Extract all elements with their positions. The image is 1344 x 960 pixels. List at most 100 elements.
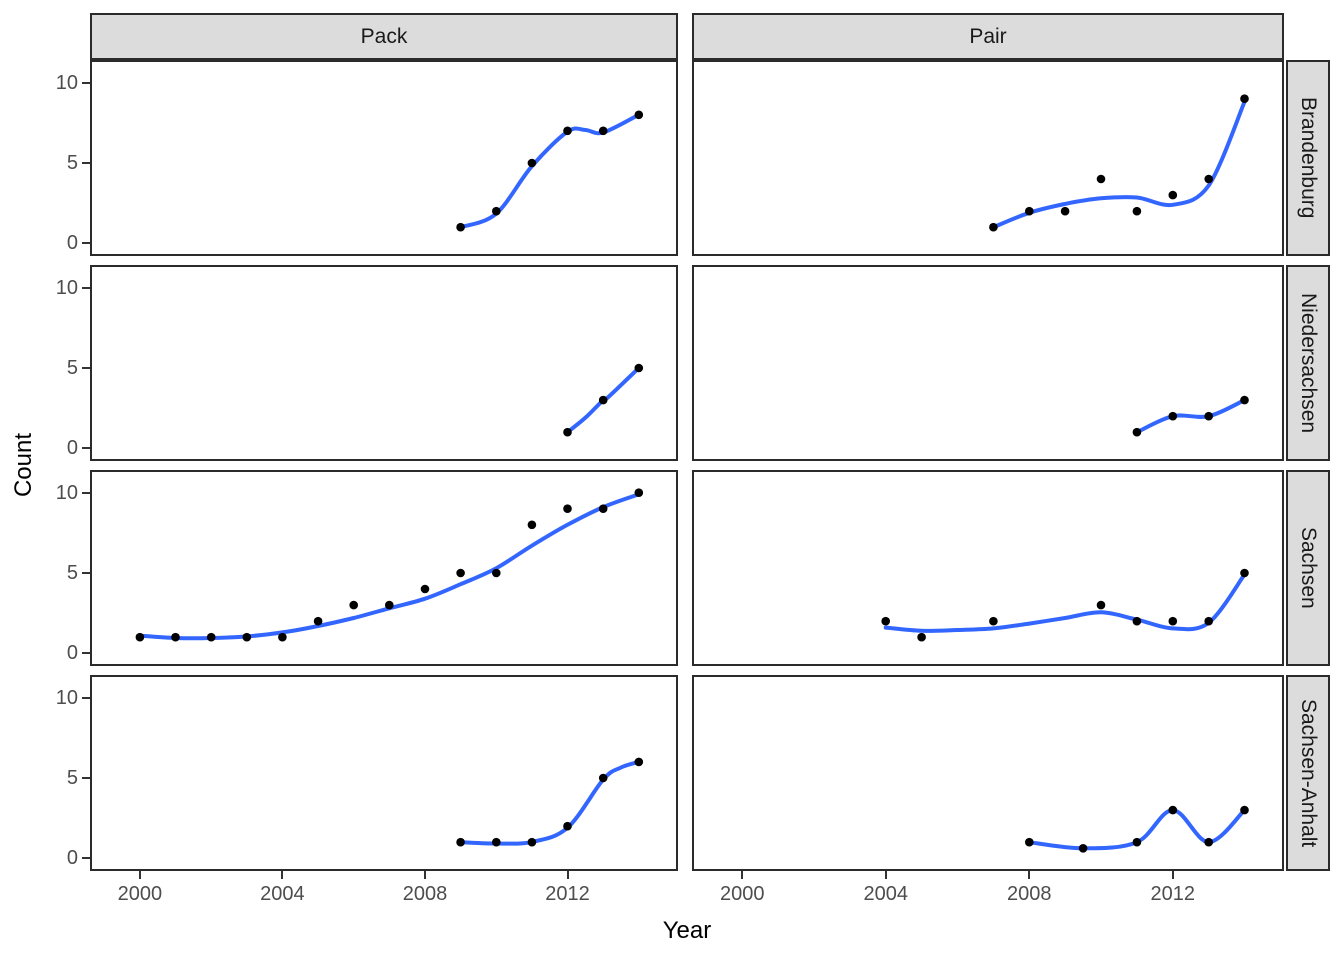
data-point — [527, 520, 537, 530]
data-point — [598, 773, 608, 783]
data-point — [492, 206, 501, 216]
data-point — [1204, 616, 1213, 626]
data-point — [1204, 411, 1213, 421]
data-point — [1096, 174, 1106, 184]
panel-canvas — [135, 488, 644, 642]
data-point — [917, 632, 926, 642]
facet-row-strip: Sachsen — [1286, 470, 1330, 666]
x-tick-label: 2004 — [863, 883, 908, 905]
data-point — [1132, 206, 1142, 216]
y-tick-label: 0 — [66, 232, 78, 255]
data-point — [1025, 837, 1034, 847]
smooth-line — [1134, 398, 1247, 435]
y-tick-label: 0 — [66, 847, 78, 870]
data-point — [527, 158, 537, 168]
plot-panel — [692, 265, 1284, 461]
data-point — [492, 837, 501, 847]
y-tick — [82, 366, 90, 369]
data-point — [1204, 837, 1213, 847]
data-point — [1240, 395, 1249, 405]
y-tick-label: 10 — [55, 71, 78, 94]
data-point — [527, 837, 537, 847]
data-point — [456, 222, 465, 232]
data-point — [598, 504, 608, 513]
y-tick-label: 5 — [66, 356, 78, 379]
plot-panel — [90, 265, 678, 461]
y-tick-label: 5 — [66, 766, 78, 789]
data-point — [1240, 805, 1249, 815]
data-point — [278, 632, 287, 642]
facet-row-label: Sachsen-Anhalt — [1297, 698, 1320, 848]
plot-panel — [90, 60, 678, 256]
data-point — [563, 126, 572, 136]
data-point — [1168, 805, 1178, 815]
x-tick — [423, 871, 426, 879]
x-tick — [138, 871, 141, 879]
plot-panel — [692, 470, 1284, 666]
y-tick-label: 0 — [66, 437, 78, 460]
data-point — [634, 488, 644, 497]
data-point — [634, 757, 644, 767]
plot-panel — [90, 675, 678, 871]
y-tick — [82, 161, 90, 164]
data-point — [989, 616, 998, 626]
facet-row-strip: Niedersachsen — [1286, 265, 1330, 461]
facet-column-strip: Pack — [90, 13, 678, 60]
data-point — [1168, 411, 1178, 421]
y-tick — [82, 491, 90, 494]
y-tick — [82, 447, 90, 450]
data-point — [1168, 190, 1178, 200]
data-point — [456, 837, 465, 847]
data-point — [598, 395, 608, 405]
smooth-line — [458, 759, 641, 846]
data-point — [563, 821, 572, 831]
data-point — [1240, 568, 1249, 578]
data-point — [1096, 600, 1106, 610]
x-tick-label: 2000 — [719, 883, 765, 905]
panel-canvas — [456, 757, 644, 847]
facet-column-label: Pair — [969, 24, 1007, 48]
plot-panel — [692, 60, 1284, 256]
data-point — [1132, 427, 1142, 437]
data-point — [598, 126, 608, 136]
data-point — [1168, 616, 1178, 626]
x-tick — [566, 871, 569, 879]
facet-column-strip: Pair — [692, 13, 1284, 60]
facet-row-label: Niedersachsen — [1297, 292, 1320, 434]
panel-canvas — [1132, 395, 1249, 437]
x-tick — [1171, 871, 1174, 879]
data-point — [313, 616, 323, 626]
y-tick — [82, 776, 90, 779]
y-tick — [82, 652, 90, 655]
x-tick-label: 2012 — [545, 883, 590, 905]
y-tick-label: 10 — [55, 686, 78, 709]
data-point — [492, 568, 501, 578]
data-point — [563, 427, 572, 437]
x-tick-label: 2008 — [1007, 883, 1052, 905]
facet-row-strip: Sachsen-Anhalt — [1286, 675, 1330, 871]
data-point — [135, 632, 145, 642]
facet-row-label: Brandenburg — [1297, 97, 1320, 219]
facet-column-label: Pack — [360, 24, 408, 48]
data-point — [1060, 206, 1070, 216]
smooth-line — [991, 99, 1247, 230]
data-point — [1132, 837, 1142, 847]
data-point — [349, 600, 359, 610]
panel-canvas — [989, 94, 1249, 232]
data-point — [1078, 844, 1088, 853]
y-tick-label: 0 — [66, 642, 78, 665]
data-point — [1025, 206, 1034, 216]
x-tick — [281, 871, 284, 879]
data-point — [1132, 616, 1142, 626]
x-tick-label: 2012 — [1150, 883, 1196, 905]
facet-row-strip: Brandenburg — [1286, 60, 1330, 256]
smooth-line — [458, 112, 641, 230]
y-tick — [82, 857, 90, 860]
data-point — [242, 632, 252, 642]
data-point — [456, 568, 465, 578]
plot-panel — [90, 470, 678, 666]
data-point — [1240, 94, 1249, 103]
y-tick-label: 5 — [66, 151, 78, 174]
data-point — [171, 632, 180, 642]
